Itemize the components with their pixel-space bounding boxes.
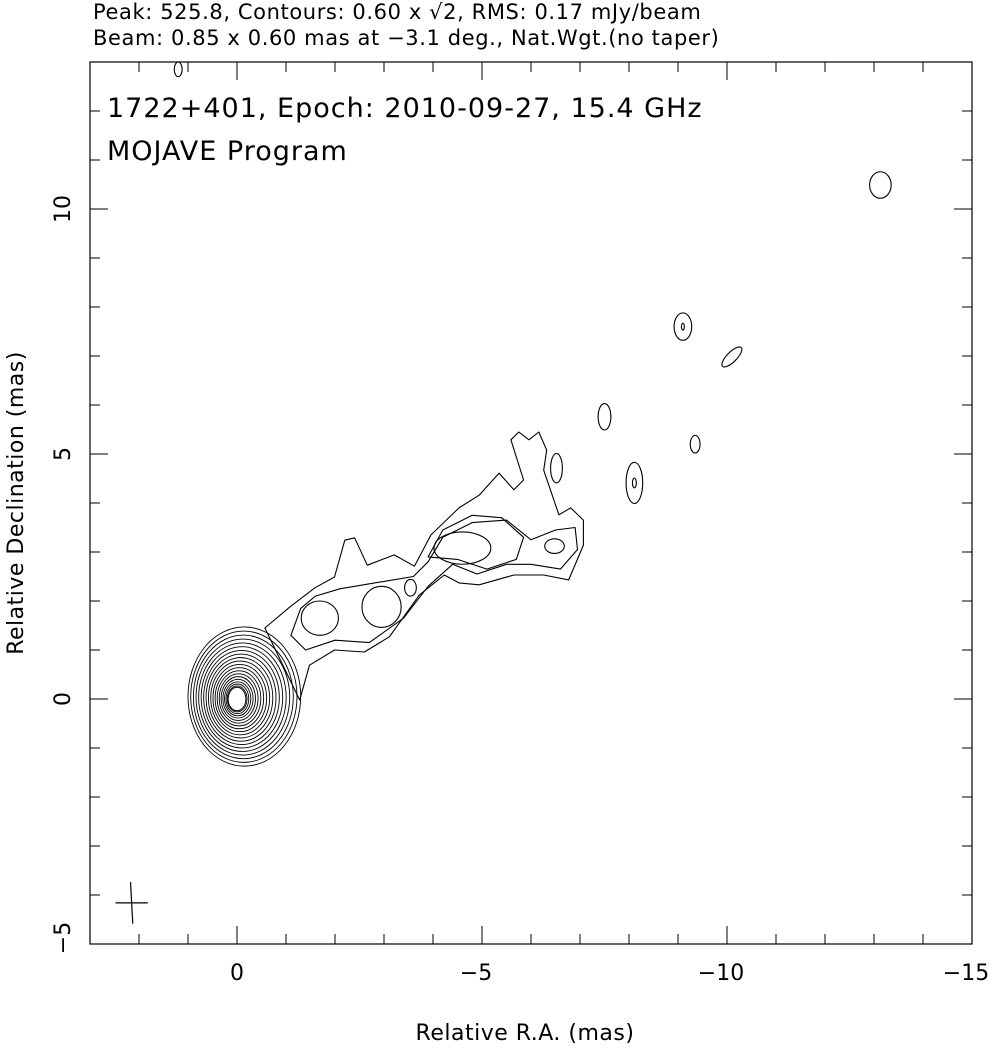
y-tick-label: 0: [51, 692, 76, 706]
core-contour: [192, 634, 294, 760]
core-contour: [220, 676, 256, 721]
contours: [173, 61, 892, 767]
knot-contour: [173, 61, 183, 78]
axis-ticks: [89, 61, 973, 945]
knot-contour: [721, 346, 743, 368]
core-contour: [224, 681, 252, 717]
core-contour: [187, 626, 302, 767]
core-contour: [205, 653, 277, 742]
knot-contour: [597, 402, 612, 431]
y-axis-label: Relative Declination (mas): [4, 351, 29, 655]
header-peak-contours-rms: Peak: 525.8, Contours: 0.60 x √2, RMS: 0…: [93, 0, 702, 24]
core-contour: [216, 670, 262, 727]
core-contour: [214, 667, 265, 730]
x-axis-label: Relative R.A. (mas): [416, 1021, 635, 1046]
jet-contour: [427, 514, 525, 570]
core-contour: [190, 630, 298, 763]
plot-frame: [89, 61, 973, 945]
jet-contour: [290, 519, 579, 651]
knot-contour: [869, 171, 892, 199]
core-contour: [198, 642, 287, 752]
knot-contour: [404, 578, 417, 597]
core-contour: [207, 657, 274, 739]
core-contour: [226, 685, 248, 713]
chart-title: 1722+401, Epoch: 2010-09-27, 15.4 GHz: [107, 93, 703, 124]
core-contour: [200, 646, 284, 749]
x-tick-label: −5: [460, 961, 492, 986]
chart-subtitle: MOJAVE Program: [107, 136, 348, 167]
header-beam-info: Beam: 0.85 x 0.60 mas at −3.1 deg., Nat.…: [93, 26, 720, 50]
core-contour: [195, 638, 291, 756]
core-contour: [210, 660, 271, 736]
x-tick-label: 0: [230, 961, 244, 986]
x-tick-label: −10: [698, 961, 744, 986]
x-tick-label: −15: [943, 961, 989, 986]
core-contour: [227, 686, 247, 712]
knot-contour: [361, 585, 402, 629]
beam-major-axis: [129, 882, 134, 924]
core-contour: [212, 663, 268, 733]
core-contour: [225, 683, 250, 715]
knot-contour: [625, 461, 644, 505]
y-tick-label: 5: [51, 447, 76, 461]
core-contour: [222, 678, 254, 719]
knot-contour: [680, 322, 685, 331]
core-contour: [218, 673, 259, 724]
knot-contour: [631, 477, 637, 489]
knot-contour: [550, 452, 563, 484]
core-contour: [203, 649, 280, 746]
y-tick-label: −5: [51, 922, 76, 954]
knot-contour: [433, 531, 492, 565]
knot-contour: [673, 312, 693, 341]
knot-contour: [544, 538, 565, 555]
beam-marker: [115, 882, 148, 924]
tick-labels: 0 −5 −10 −15 −5 0 5 10: [51, 195, 989, 986]
knot-contour: [300, 600, 339, 636]
y-tick-label: 10: [51, 195, 76, 223]
knot-contour: [689, 434, 701, 454]
